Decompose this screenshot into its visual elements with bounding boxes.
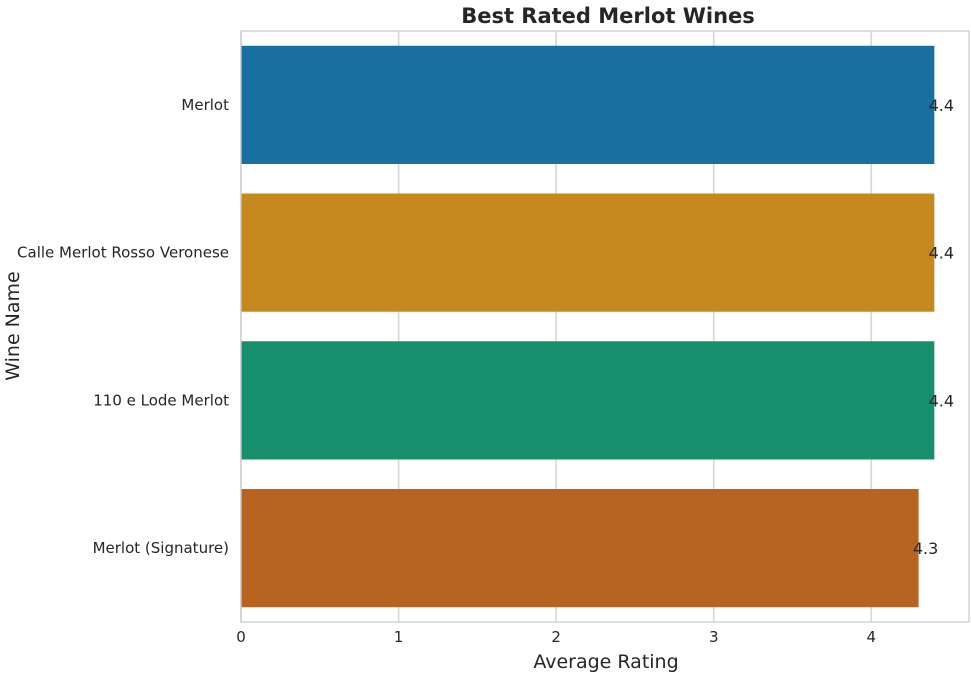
plot-frame xyxy=(240,30,970,623)
bar xyxy=(241,341,935,460)
x-tick-labels: 0 1 2 3 4 xyxy=(236,628,876,646)
bars xyxy=(241,45,935,608)
x-axis-label: Average Rating xyxy=(533,651,678,673)
bar xyxy=(241,45,935,164)
y-category-labels: Merlot Calle Merlot Rosso Veronese 110 e L… xyxy=(17,96,229,557)
bar xyxy=(241,193,935,312)
chart-title: Best Rated Merlot Wines xyxy=(461,4,755,28)
y-tick-label: Calle Merlot Rosso Veronese xyxy=(17,244,229,262)
data-label: 4.4 xyxy=(929,391,954,410)
x-tick-label: 1 xyxy=(394,628,404,646)
x-tick-label: 4 xyxy=(867,628,877,646)
x-tick-label: 0 xyxy=(236,628,246,646)
data-label: 4.4 xyxy=(929,244,954,263)
x-tick-label: 3 xyxy=(709,628,719,646)
data-label: 4.4 xyxy=(929,96,954,115)
y-tick-label: Merlot xyxy=(181,96,229,114)
y-tick-label: Merlot (Signature) xyxy=(93,539,229,557)
y-axis-label: Wine Name xyxy=(2,271,24,380)
x-tick-label: 2 xyxy=(551,628,561,646)
data-labels: 4.4 4.4 4.4 4.3 xyxy=(913,96,954,558)
data-label: 4.3 xyxy=(913,539,938,558)
y-tick-label: 110 e Lode Merlot xyxy=(93,391,229,409)
bar xyxy=(241,489,919,608)
